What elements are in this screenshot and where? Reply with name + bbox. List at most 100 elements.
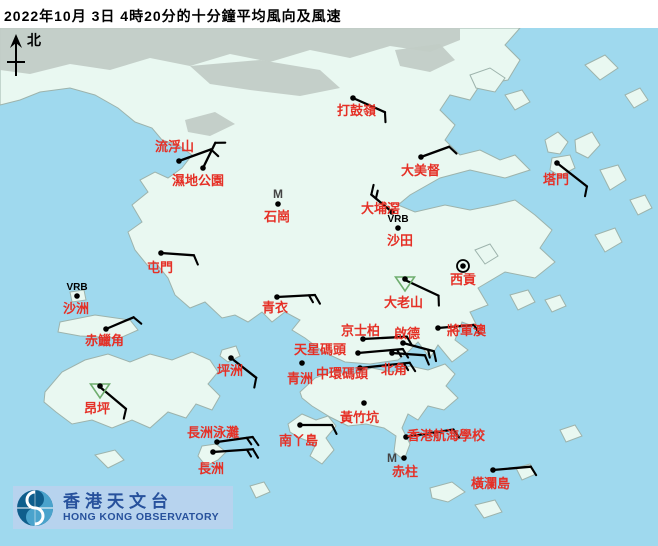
station-dot — [275, 201, 281, 207]
variable-marker-text: VRB — [387, 214, 408, 225]
station-dot — [401, 455, 407, 461]
station-ngong-ping — [88, 383, 128, 420]
wind-barb-shaft — [390, 351, 427, 357]
wind-barb-shaft — [419, 145, 451, 159]
station-kings-park — [360, 335, 413, 347]
land-tap-mun — [544, 131, 569, 155]
wind-barb-feather — [192, 254, 199, 266]
station-dot — [554, 160, 560, 166]
land-basalt-island — [544, 294, 567, 313]
urban-area-yuen-long — [185, 112, 235, 136]
station-dot — [395, 225, 401, 231]
wind-barb-feather — [383, 111, 387, 124]
wind-barb-feather — [374, 189, 379, 200]
station-tap-mun — [554, 160, 589, 198]
wind-barb-feather — [122, 407, 128, 420]
station-tsing-yi — [274, 293, 321, 305]
land-ne-island-2 — [624, 87, 649, 109]
wind-barb-feather — [370, 183, 375, 196]
land-east-island-1 — [574, 131, 601, 159]
wind-barb-shaft — [177, 148, 213, 163]
station-dot — [460, 263, 466, 269]
wind-barb-feather — [448, 145, 458, 155]
wind-barb-feather — [313, 293, 321, 305]
station-wong-chuk-hang — [361, 400, 367, 406]
station-peng-chau — [228, 355, 258, 389]
station-tuen-mun — [158, 250, 199, 266]
urban-area-shenzhen — [0, 28, 460, 74]
land-crooked-island — [469, 67, 506, 93]
station-sea-school — [403, 428, 461, 440]
title-bar: 2022年10月 3日 4時20分的十分鐘平均風向及風速 — [0, 0, 658, 28]
wind-barb-feather — [245, 448, 253, 458]
land-ninepin — [559, 424, 583, 443]
station-dot — [350, 95, 356, 101]
missing-marker-text: M — [273, 187, 283, 201]
wind-barb-shaft — [436, 323, 476, 330]
wind-barb-shaft — [201, 141, 217, 170]
station-dot — [274, 294, 280, 300]
wind-barb-shaft — [491, 465, 533, 472]
station-tai-mei-tuk — [418, 145, 458, 160]
station-dot — [403, 434, 409, 440]
land-soko-islands — [94, 449, 125, 469]
wind-barb-feather — [529, 465, 538, 477]
wind-barb-feather — [408, 361, 417, 373]
wind-barb-feather — [472, 323, 481, 335]
land-ne-island-1 — [584, 54, 619, 81]
wind-barb-feather — [452, 428, 461, 439]
station-dot — [490, 467, 496, 473]
station-ta-kwu-ling — [350, 95, 387, 124]
wind-barb-shaft — [351, 96, 387, 114]
land-hong-kong-island — [299, 363, 459, 461]
wind-barb-feather — [402, 362, 410, 372]
station-dot — [158, 250, 164, 256]
station-dot — [357, 365, 363, 371]
station-dot — [228, 355, 234, 361]
wind-barb-feather — [253, 376, 258, 389]
wind-barb-shaft — [358, 361, 411, 370]
station-shek-kong: M — [273, 187, 283, 207]
wind-barb-feather — [245, 436, 253, 446]
station-north-point — [389, 350, 430, 366]
wind-barb-shaft — [98, 385, 128, 411]
north-label: 北 — [27, 32, 41, 48]
station-dot — [176, 158, 182, 164]
wind-barb-feather — [427, 348, 431, 359]
station-dot — [297, 422, 303, 428]
wind-barb-feather — [251, 435, 260, 447]
wind-barb-feather — [583, 185, 588, 198]
station-dot — [400, 340, 406, 346]
hko-logo-icon — [17, 489, 53, 526]
wind-barb-shaft — [361, 335, 409, 341]
station-dot — [200, 165, 206, 171]
station-tates-cairn — [393, 276, 440, 307]
wind-barb-feather — [251, 448, 260, 459]
wind-barb-feather — [132, 316, 143, 325]
wind-barb-feather — [307, 294, 315, 304]
variable-marker-text: VRB — [66, 282, 87, 293]
station-dot — [355, 350, 361, 356]
station-tseung-kwan-o — [435, 323, 481, 335]
wind-barb-shaft — [159, 251, 196, 257]
station-dot — [418, 154, 424, 160]
land-east-island-3 — [629, 194, 653, 216]
station-cheung-chau — [210, 448, 260, 459]
hko-name-chinese: 香港天文台 — [63, 492, 173, 511]
wind-barb-shaft — [401, 341, 436, 353]
station-wetland-park — [200, 141, 227, 171]
wind-barb-feather — [423, 354, 430, 366]
land-lantau — [43, 351, 221, 429]
station-lamma-island — [297, 422, 338, 435]
station-green-island — [299, 360, 305, 366]
land-airport-island — [57, 314, 139, 339]
wind-barb-shaft — [370, 193, 394, 214]
land-east-island-4 — [594, 227, 623, 253]
land-kat-o — [504, 89, 531, 111]
station-sha-chau: VRB — [66, 282, 88, 299]
wind-barb-feather — [330, 423, 338, 435]
station-kai-tak — [400, 340, 438, 363]
